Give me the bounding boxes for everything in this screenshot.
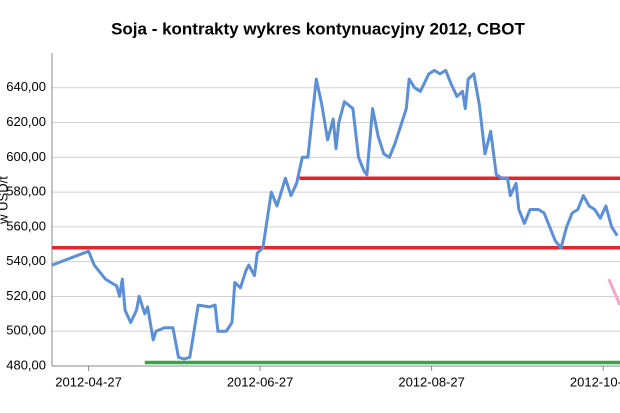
y-axis-label: w USD/t — [0, 176, 10, 225]
chart-title: Soja - kontrakty wykres kontynuacyjny 20… — [111, 19, 525, 38]
y-tick-label: 540,00 — [6, 253, 46, 268]
y-tick-label: 500,00 — [6, 323, 46, 338]
y-tick-label: 560,00 — [6, 218, 46, 233]
x-tick-label: 2012-10-27 — [570, 374, 620, 389]
y-tick-label: 580,00 — [6, 184, 46, 199]
x-tick-label: 2012-08-27 — [398, 374, 465, 389]
series-line — [607, 278, 620, 306]
series-line — [51, 68, 619, 361]
y-tick-label: 620,00 — [6, 114, 46, 129]
y-tick-label: 640,00 — [6, 79, 46, 94]
y-tick-label: 520,00 — [6, 288, 46, 303]
x-tick-label: 2012-06-27 — [227, 374, 294, 389]
x-tick-label: 2012-04-27 — [55, 374, 122, 389]
y-tick-label: 600,00 — [6, 149, 46, 164]
y-tick-label: 480,00 — [6, 357, 46, 372]
